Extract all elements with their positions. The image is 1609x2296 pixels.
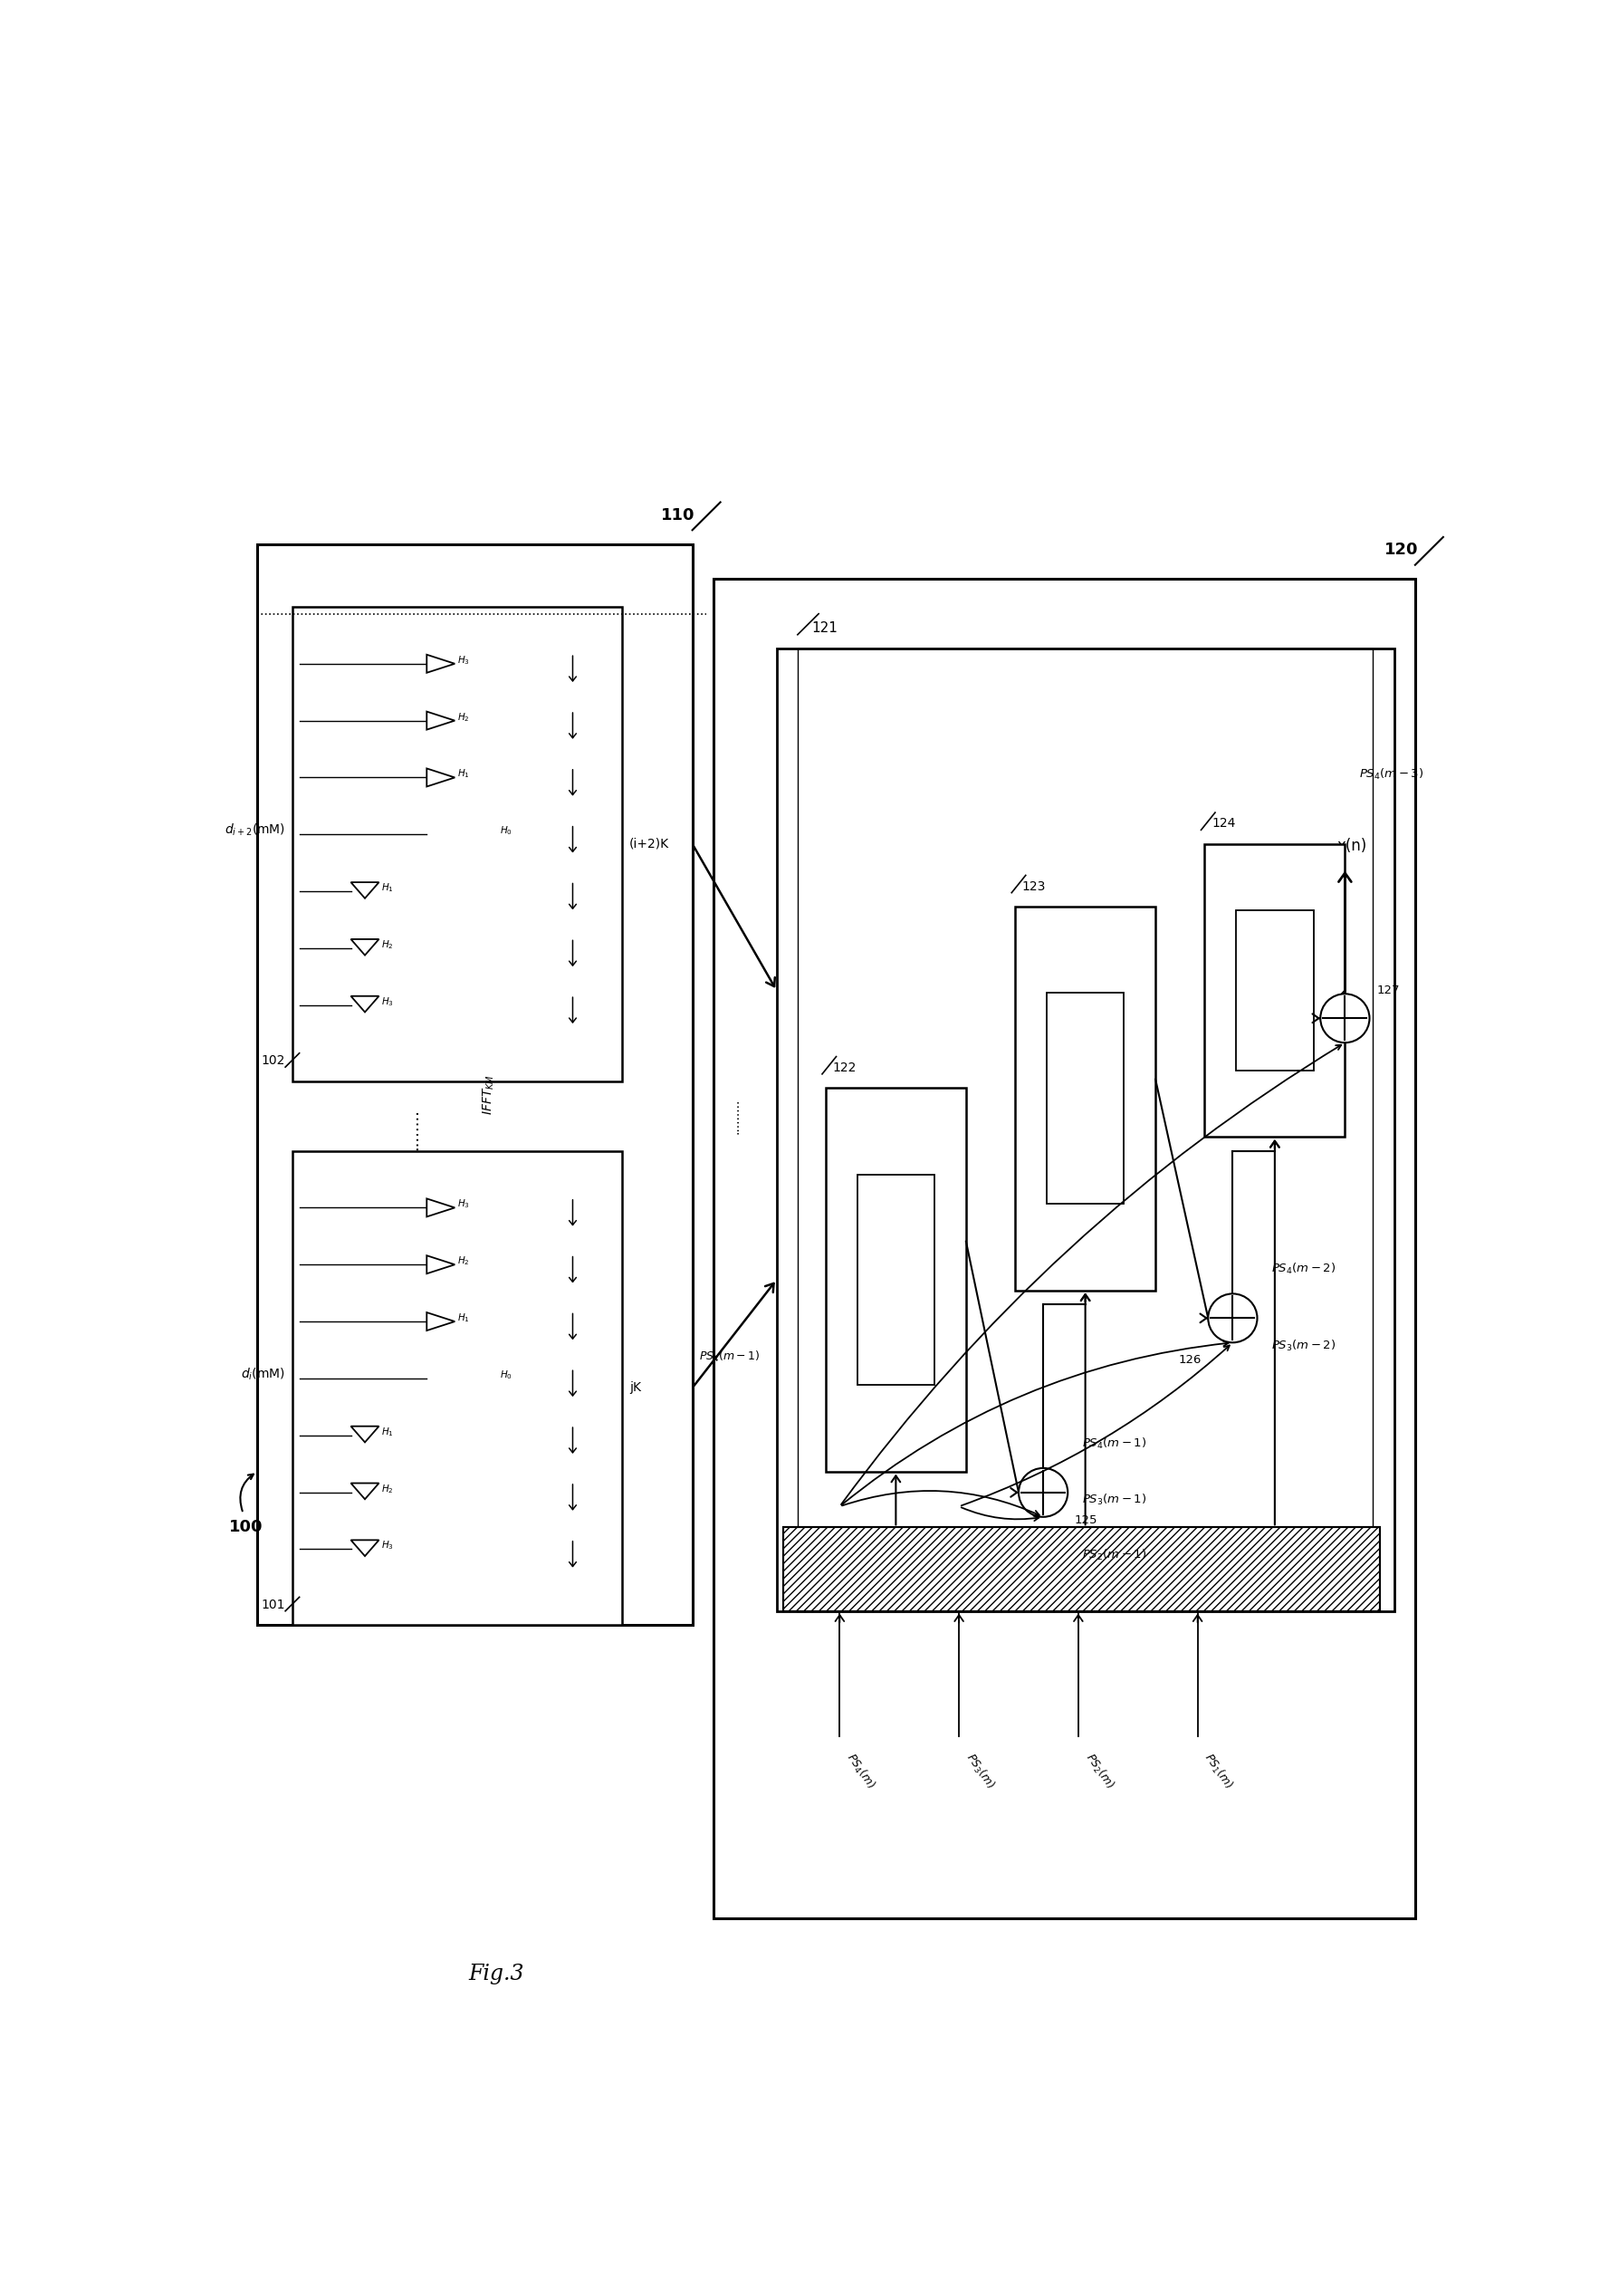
Text: 100: 100: [228, 1520, 264, 1536]
Text: $PS_2(m)$: $PS_2(m)$: [1081, 1750, 1117, 1791]
Text: $PS_4(m-2)$: $PS_4(m-2)$: [1271, 1263, 1335, 1277]
Text: $PS_3(m-1)$: $PS_3(m-1)$: [1081, 1492, 1147, 1506]
Text: 110: 110: [661, 507, 695, 523]
Text: Fig.3: Fig.3: [468, 1963, 523, 1984]
Text: 127: 127: [1377, 985, 1400, 996]
Bar: [777, 650, 1393, 1612]
Bar: [1047, 992, 1125, 1203]
Polygon shape: [351, 1541, 380, 1557]
Text: $PS_4(m-1)$: $PS_4(m-1)$: [700, 1350, 761, 1364]
Text: (i+2)K: (i+2)K: [629, 838, 669, 850]
Text: $PS_4(m)$: $PS_4(m)$: [843, 1750, 879, 1791]
Polygon shape: [426, 769, 455, 788]
Text: 120: 120: [1384, 542, 1418, 558]
Circle shape: [1208, 1293, 1257, 1343]
Bar: [257, 544, 692, 1626]
Text: $H_3$: $H_3$: [381, 996, 394, 1008]
Polygon shape: [351, 1483, 380, 1499]
Bar: [784, 1527, 1381, 1612]
Polygon shape: [351, 882, 380, 898]
Bar: [1047, 992, 1125, 1203]
Polygon shape: [351, 939, 380, 955]
Text: $H_1$: $H_1$: [457, 767, 470, 781]
Bar: [293, 606, 623, 1081]
Text: $H_3$: $H_3$: [457, 654, 470, 666]
Text: $H_3$: $H_3$: [457, 1199, 470, 1210]
Text: $PS_1(m)$: $PS_1(m)$: [1200, 1750, 1236, 1791]
Text: $PS_2(m-1)$: $PS_2(m-1)$: [1081, 1548, 1147, 1564]
Text: $PS_4(m-1)$: $PS_4(m-1)$: [1081, 1437, 1147, 1451]
Circle shape: [1018, 1467, 1068, 1518]
Text: 122: 122: [833, 1061, 856, 1075]
Text: $PS_3(m)$: $PS_3(m)$: [962, 1750, 998, 1791]
Text: $IFFT_{KM}$: $IFFT_{KM}$: [481, 1075, 496, 1116]
Text: jK: jK: [629, 1382, 640, 1394]
Text: $d_i$(mM): $d_i$(mM): [241, 1366, 285, 1382]
Polygon shape: [351, 1426, 380, 1442]
Text: ........: ........: [404, 1109, 422, 1150]
Polygon shape: [426, 654, 455, 673]
Text: $H_0$: $H_0$: [500, 1368, 512, 1382]
Text: 125: 125: [1075, 1515, 1097, 1527]
Bar: [858, 1173, 935, 1384]
Text: 124: 124: [1212, 817, 1236, 829]
Bar: [1236, 909, 1313, 1070]
Polygon shape: [426, 712, 455, 730]
Bar: [858, 1173, 935, 1384]
Text: $H_2$: $H_2$: [381, 1483, 394, 1495]
Text: $H_1$: $H_1$: [381, 882, 394, 893]
Bar: [1015, 907, 1155, 1290]
Text: $H_2$: $H_2$: [381, 939, 394, 951]
Bar: [1205, 845, 1345, 1137]
Text: x(n): x(n): [1337, 838, 1368, 854]
Bar: [825, 1088, 965, 1472]
Text: $H_1$: $H_1$: [457, 1311, 470, 1325]
Bar: [784, 1527, 1381, 1612]
Text: 121: 121: [811, 622, 838, 634]
Text: $H_2$: $H_2$: [457, 1256, 470, 1267]
Text: 101: 101: [261, 1598, 285, 1612]
Text: 126: 126: [1178, 1355, 1200, 1366]
Text: $d_{i+2}$(mM): $d_{i+2}$(mM): [225, 822, 285, 838]
Polygon shape: [426, 1313, 455, 1332]
Text: $PS_4(m-3)$: $PS_4(m-3)$: [1360, 767, 1424, 781]
Circle shape: [1321, 994, 1369, 1042]
Bar: [293, 1150, 623, 1626]
Bar: [798, 650, 1372, 1612]
Polygon shape: [426, 1256, 455, 1274]
Bar: [713, 579, 1416, 1917]
Text: $PS_3(m-2)$: $PS_3(m-2)$: [1271, 1339, 1335, 1352]
Text: 102: 102: [261, 1054, 285, 1068]
Text: $H_3$: $H_3$: [381, 1538, 394, 1552]
Text: $H_0$: $H_0$: [500, 824, 512, 838]
Text: $H_1$: $H_1$: [381, 1426, 394, 1437]
Polygon shape: [426, 1199, 455, 1217]
Bar: [1236, 909, 1313, 1070]
Polygon shape: [351, 996, 380, 1013]
Text: .........: .........: [729, 1097, 740, 1134]
Text: 123: 123: [1022, 879, 1046, 893]
Text: $H_2$: $H_2$: [457, 712, 470, 723]
